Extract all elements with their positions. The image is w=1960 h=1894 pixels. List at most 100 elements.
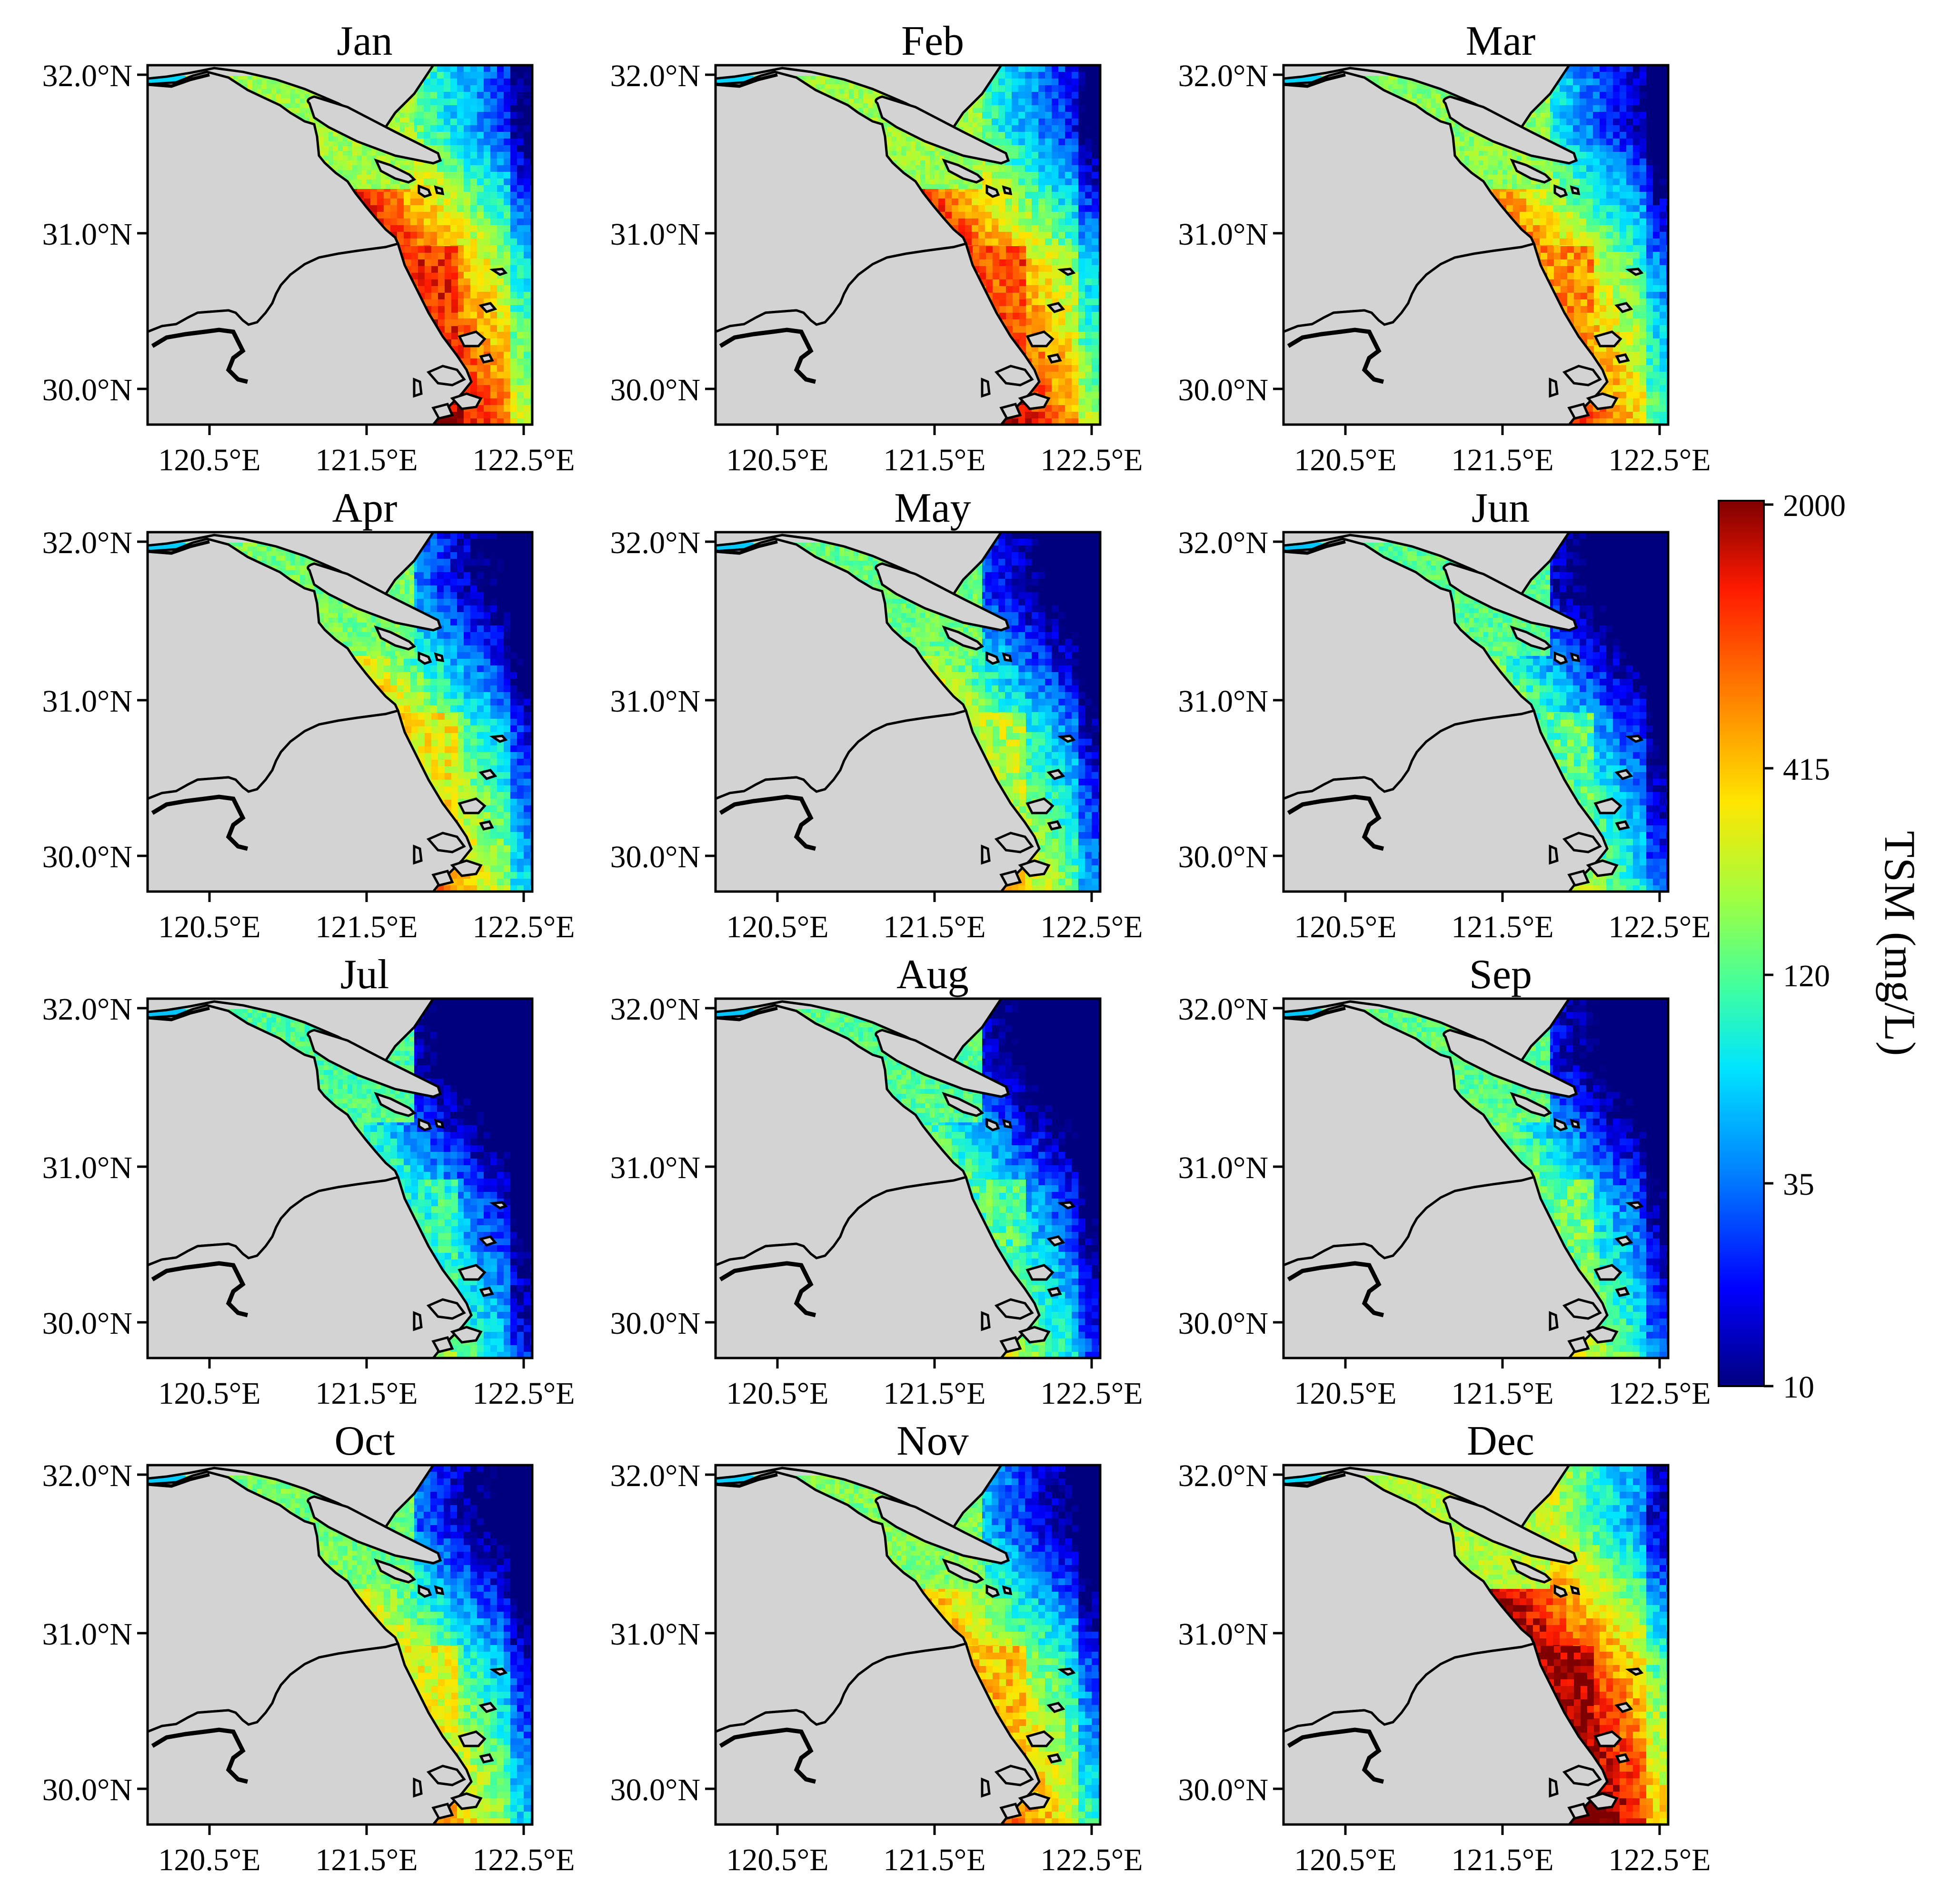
- lon-tick-label: 120.5°E: [726, 1843, 828, 1877]
- island: [374, 625, 417, 651]
- panel-title: Jan: [337, 18, 392, 64]
- island: [1510, 625, 1552, 651]
- island: [985, 184, 1000, 198]
- colorbar-ticks: 2000 415 120 35 10: [1764, 488, 1846, 1405]
- island: [458, 330, 487, 347]
- lat-tick-label: 30.0°N: [1178, 373, 1268, 407]
- island: [1047, 353, 1062, 364]
- island: [479, 820, 494, 831]
- island: [1047, 820, 1062, 831]
- axes-frame: [1282, 531, 1670, 893]
- lat-tick-label: 31.0°N: [42, 1150, 132, 1185]
- island: [1625, 734, 1644, 743]
- lon-tick-label: 120.5°E: [1294, 1376, 1396, 1411]
- island: [1057, 268, 1076, 276]
- map-panel: Jan 32.0°N 31.0°N 30.0°N 120.5°E 121.5°E 122.5…: [42, 18, 575, 477]
- island: [1510, 158, 1552, 184]
- island: [1510, 1558, 1552, 1584]
- river-qiantang: [1287, 1727, 1384, 1784]
- island: [418, 1118, 432, 1131]
- lon-tick-label: 120.5°E: [158, 910, 260, 944]
- lat-tick-label: 31.0°N: [610, 684, 700, 719]
- island: [942, 1558, 985, 1584]
- island: [450, 1792, 483, 1810]
- lat-tick-label: 32.0°N: [1178, 992, 1268, 1027]
- river-qiantang: [151, 1261, 249, 1318]
- lon-tick-label: 120.5°E: [158, 1843, 260, 1877]
- island: [374, 1091, 417, 1117]
- axes-frame: [146, 1464, 534, 1826]
- land-south: [1283, 242, 1609, 425]
- island: [1057, 1201, 1076, 1210]
- axes-frame: [714, 64, 1102, 426]
- axes-frame: [146, 531, 534, 893]
- axes-frame: [146, 64, 534, 426]
- island: [1562, 365, 1602, 387]
- lat-tick-label: 31.0°N: [42, 1617, 132, 1652]
- island: [1593, 797, 1622, 814]
- lon-tick-label: 122.5°E: [472, 1843, 575, 1877]
- map-content: [716, 999, 1100, 1358]
- island: [431, 870, 454, 887]
- island: [1025, 330, 1055, 347]
- island: [1018, 392, 1051, 410]
- map-content: [1283, 1465, 1668, 1825]
- lon-tick-label: 121.5°E: [315, 1843, 418, 1877]
- island: [1586, 859, 1619, 877]
- land-north-bank: [148, 1465, 532, 1529]
- island: [478, 1235, 497, 1247]
- panel-title: Mar: [1466, 18, 1536, 64]
- land-north-bank: [716, 999, 1100, 1062]
- lon-tick-label: 121.5°E: [883, 1843, 985, 1877]
- island: [981, 1777, 991, 1798]
- island: [985, 651, 1000, 665]
- land-south: [716, 1175, 1041, 1358]
- lat-tick-label: 32.0°N: [1178, 59, 1268, 93]
- island: [1553, 1584, 1568, 1598]
- lon-tick-label: 120.5°E: [1294, 443, 1396, 477]
- map-content: [716, 65, 1100, 425]
- island: [426, 365, 466, 387]
- river-qiantang: [719, 327, 816, 384]
- lat-tick-label: 32.0°N: [610, 59, 700, 93]
- island: [1586, 1792, 1619, 1810]
- colorbar-tick-label: 10: [1783, 1370, 1814, 1405]
- lat-tick-label: 32.0°N: [610, 992, 700, 1027]
- island: [1567, 1336, 1590, 1353]
- lon-tick-label: 122.5°E: [1608, 1376, 1711, 1411]
- island: [994, 832, 1034, 853]
- map-content: [1283, 65, 1668, 425]
- island: [418, 651, 432, 665]
- island: [1443, 562, 1578, 632]
- lat-tick-label: 32.0°N: [42, 992, 132, 1027]
- map-panel: Feb 32.0°N 31.0°N 30.0°N 120.5°E 121.5°E 122.5…: [610, 18, 1143, 477]
- island: [413, 377, 423, 398]
- island: [458, 1264, 487, 1281]
- lat-tick-label: 32.0°N: [610, 526, 700, 560]
- island: [450, 392, 483, 410]
- axes-frame: [714, 531, 1102, 893]
- panel-title: Jul: [340, 952, 389, 998]
- island: [489, 1667, 508, 1676]
- island: [1615, 1753, 1630, 1764]
- lon-tick-label: 121.5°E: [1451, 1843, 1553, 1877]
- land-north-bank: [716, 1465, 1100, 1529]
- land-south: [148, 709, 473, 892]
- map-panel: Jun 32.0°N 31.0°N 30.0°N 120.5°E 121.5°E 122.5…: [1178, 485, 1711, 944]
- lat-tick-label: 31.0°N: [1178, 1150, 1268, 1185]
- lon-tick-label: 120.5°E: [158, 1376, 260, 1411]
- island: [1562, 1765, 1602, 1786]
- axes-frame: [1282, 64, 1670, 426]
- river-yangtze: [716, 1006, 778, 1021]
- lon-tick-label: 122.5°E: [472, 443, 575, 477]
- lat-tick-label: 31.0°N: [610, 1150, 700, 1185]
- island: [431, 403, 454, 420]
- river-qiantang: [1287, 794, 1384, 851]
- lon-tick-label: 121.5°E: [883, 1376, 985, 1411]
- colorbar-title: TSM (mg/L): [1876, 831, 1924, 1056]
- lon-tick-label: 121.5°E: [1451, 443, 1553, 477]
- island: [1510, 1091, 1552, 1117]
- island: [489, 734, 508, 743]
- island: [1046, 1235, 1065, 1247]
- lon-tick-label: 122.5°E: [472, 910, 575, 944]
